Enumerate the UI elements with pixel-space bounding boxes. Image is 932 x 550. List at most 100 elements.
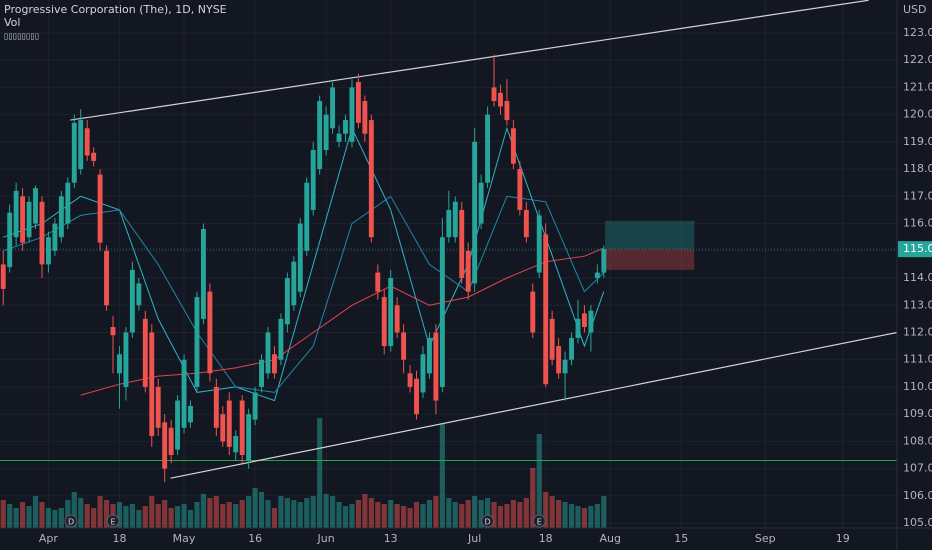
y-tick-label: 118.00 [903,162,932,175]
x-tick-label: 18 [539,532,553,545]
volume-bar [45,508,52,528]
volume-bar [71,492,77,528]
volume-bar [226,502,232,528]
volume-bar [375,502,381,528]
candle-body [433,332,439,401]
volume-bar [401,506,407,528]
candle-body [33,188,38,224]
volume-bar [543,492,549,528]
volume-bar [0,500,6,528]
volume-bar [420,504,426,528]
volume-bar [446,498,452,528]
x-tick-label: 16 [248,532,262,545]
candle-body [110,327,116,336]
volume-bar [536,434,542,528]
candle-body [297,223,303,292]
candle-body [252,392,258,420]
candle-body [426,337,432,374]
x-tick-label: 19 [836,532,850,545]
candle-body [65,182,71,224]
volume-bar [291,500,297,528]
candle-body [349,87,355,142]
currency: USD [903,3,927,16]
volume-bar [220,504,226,528]
volume-bar [136,510,142,528]
x-tick-label: Sep [755,532,776,545]
candle-body [149,332,155,436]
volume-label: Vol [4,16,20,29]
moving-average [80,247,604,396]
volume-bar [484,498,491,528]
candle-body [155,386,161,428]
volume-bar [284,498,290,528]
candle-body [575,318,581,338]
volume-bar [459,504,465,528]
volume-bar [200,494,207,528]
candle-body [536,215,542,273]
candle-body [504,101,510,121]
candle-body [136,283,142,306]
candle-body [601,249,607,273]
y-tick-label: 113.00 [903,298,932,311]
x-tick-label: 15 [674,532,688,545]
candle-body [407,373,413,387]
event-label: D [484,518,490,527]
volume-bar [310,496,316,528]
volume-bar [181,504,187,528]
x-tick-label: Apr [39,532,59,545]
volume-bar [497,506,504,528]
volume-bar [594,504,600,528]
volume-bar [362,494,368,528]
trendline [70,0,869,121]
candle-body [569,337,574,360]
y-tick-label: 121.00 [903,80,932,93]
volume-bar [381,504,387,528]
candle-body [226,400,232,447]
volume-bar [323,494,329,528]
volume-bar [530,468,536,528]
y-tick-label: 114.00 [903,271,932,284]
candle-body [13,190,19,238]
chart-title: Progressive Corporation (The), 1D, NYSE [4,3,227,16]
candle-body [162,422,168,469]
volume-bar [510,500,516,528]
candle-body [104,250,110,306]
candle-body [129,269,135,333]
volume-bar [187,510,194,528]
volume-bar [20,502,26,528]
candle-body [272,354,277,374]
candle-body [485,114,491,183]
volume-bar [407,508,413,528]
volume-bar [7,504,13,528]
volume-bar [233,504,239,528]
candle-body [530,291,536,333]
volume-bar [278,496,284,528]
volume-bar [601,496,607,528]
candle-body [58,196,64,238]
candle-body [414,378,419,415]
volume-bar [213,496,219,528]
volume-bar [304,498,310,528]
volume-bar [368,498,374,528]
candle-body [39,201,45,265]
candle-body [355,81,361,123]
volume-bar [568,504,575,528]
candle-body [97,174,103,243]
y-tick-label: 105.00 [903,516,932,529]
volume-bar [58,508,64,528]
x-tick-label: 13 [384,532,398,545]
volume-bar [129,504,135,528]
y-tick-label: 106.00 [903,489,932,502]
trendline [170,331,898,479]
candle-body [91,152,97,161]
candle-body [123,332,129,387]
candle-body [213,386,219,428]
candle-body [523,209,529,238]
volume-bar [297,502,303,528]
volume-bar [39,502,45,528]
volume-bar [26,506,32,528]
candle-body [168,427,174,456]
event-marker [481,514,495,528]
volume-bar [265,500,271,528]
